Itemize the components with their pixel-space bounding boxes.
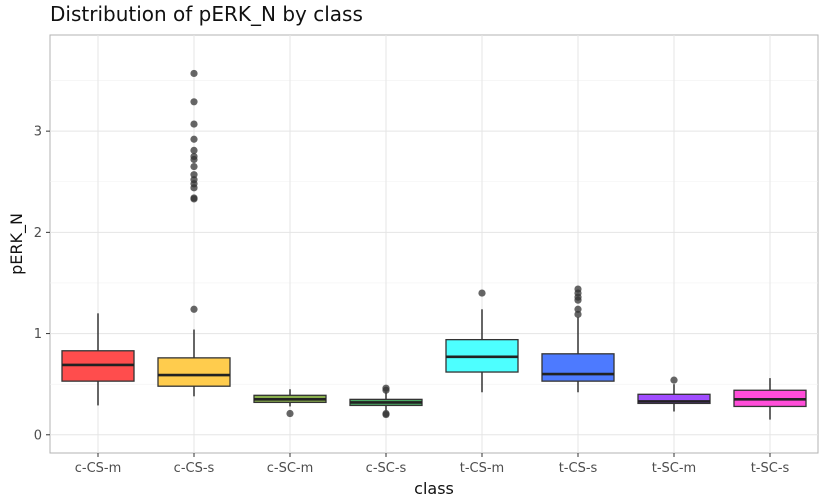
outlier-point xyxy=(190,120,198,128)
y-axis-ticks: 0 1 2 3 xyxy=(34,125,50,443)
x-tick-label: c-SC-s xyxy=(366,461,407,476)
box-t-CS-m xyxy=(445,289,519,393)
x-axis-title: class xyxy=(414,479,454,498)
plot-panel xyxy=(49,34,819,454)
iqr-box xyxy=(637,393,711,405)
x-tick-label: t-SC-s xyxy=(751,461,790,476)
outlier-point xyxy=(190,98,198,106)
y-axis-title: pERK_N xyxy=(7,213,27,275)
outlier-point xyxy=(574,285,582,293)
outlier-point xyxy=(670,376,678,384)
outlier-point xyxy=(190,146,198,154)
iqr-box xyxy=(541,353,615,382)
outlier-point xyxy=(190,135,198,143)
x-tick-label: t-SC-m xyxy=(652,461,696,476)
iqr-box xyxy=(157,357,231,387)
x-axis-ticks: c-CS-m c-CS-s c-SC-m c-SC-s t-CS-m t-CS-s t-SC… xyxy=(75,453,790,476)
outlier-point xyxy=(190,69,198,78)
y-tick-label: 0 xyxy=(34,428,42,443)
boxes-layer xyxy=(61,69,807,420)
x-tick-label: c-SC-m xyxy=(267,461,314,476)
outlier-point xyxy=(190,194,198,202)
x-tick-label: t-CS-s xyxy=(559,461,598,476)
box-t-SC-s xyxy=(733,378,807,420)
outlier-point xyxy=(190,176,198,184)
box-t-CS-s xyxy=(541,285,615,393)
outlier-point xyxy=(190,171,198,179)
x-tick-label: c-CS-m xyxy=(75,461,122,476)
y-tick-label: 3 xyxy=(34,125,42,140)
box-c-CS-m xyxy=(61,313,135,406)
box-c-CS-s xyxy=(157,69,231,397)
outlier-point xyxy=(382,384,390,392)
outlier-point xyxy=(190,305,198,313)
y-tick-label: 2 xyxy=(34,226,42,241)
chart-title: Distribution of pERK_N by class xyxy=(50,2,363,26)
outlier-point xyxy=(382,409,390,418)
outlier-point xyxy=(574,305,582,313)
box-c-SC-s xyxy=(349,384,423,419)
outlier-point xyxy=(190,152,198,161)
outlier-point xyxy=(286,409,294,418)
outlier-point xyxy=(574,310,582,318)
box-t-SC-m xyxy=(637,376,711,412)
outlier-point xyxy=(478,289,486,297)
outlier-point xyxy=(190,162,198,171)
x-tick-label: c-CS-s xyxy=(174,461,215,476)
y-tick-label: 1 xyxy=(34,327,42,342)
box-c-SC-m xyxy=(253,389,327,418)
x-tick-label: t-CS-m xyxy=(460,461,504,476)
